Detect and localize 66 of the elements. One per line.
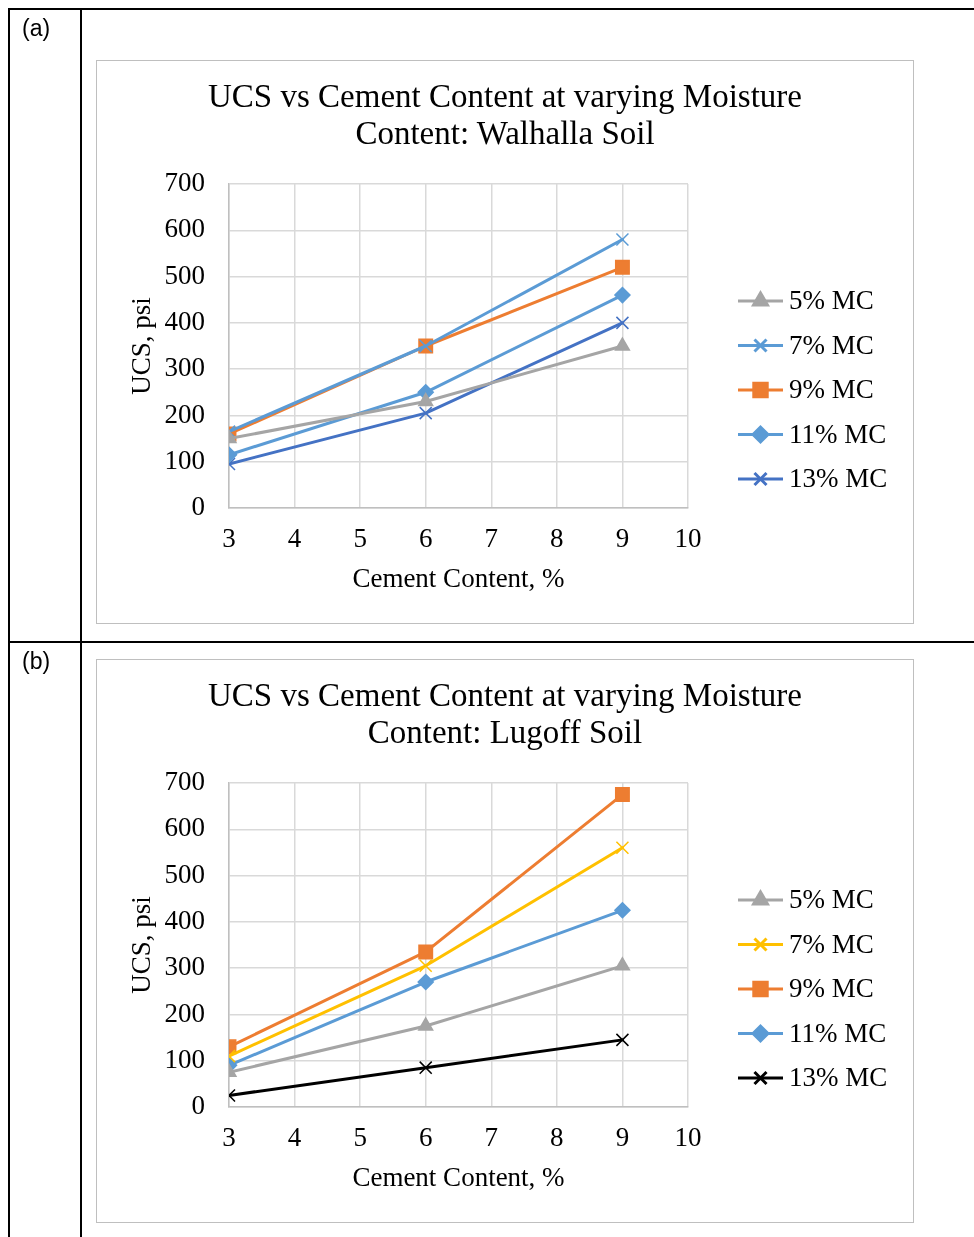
- x-tick-label: 8: [550, 1122, 564, 1153]
- point: [614, 787, 630, 803]
- point: [418, 392, 434, 407]
- legend-label: 9% MC: [789, 374, 874, 405]
- x-tick-label: 3: [222, 523, 236, 554]
- x-tick-label: 10: [674, 523, 702, 554]
- point: [614, 957, 631, 971]
- point: [614, 337, 631, 351]
- legend-label: 7% MC: [789, 329, 874, 360]
- point: [615, 841, 630, 855]
- x-tick-label: 7: [484, 1122, 499, 1153]
- x-tick-label: 9: [615, 1122, 630, 1153]
- y-tick-label: 200: [164, 997, 205, 1028]
- y-tick-label: 0: [191, 491, 205, 522]
- y-tick-label: 500: [164, 858, 205, 889]
- y-tick-label: 600: [164, 812, 205, 843]
- y-axis-title: UCS, psi: [126, 297, 157, 395]
- legend-label: 9% MC: [789, 973, 874, 1004]
- point: [418, 944, 434, 960]
- y-tick-label: 700: [164, 167, 205, 198]
- x-tick-label: 6: [418, 1122, 433, 1153]
- chart-title: UCS vs Cement Content at varying Moisture Content: Lugoff Soil: [208, 676, 802, 750]
- y-tick-label: 100: [164, 444, 205, 475]
- x-tick-label: 3: [222, 1122, 236, 1153]
- x-tick-label: 8: [550, 523, 564, 554]
- point: [418, 1017, 434, 1031]
- x-axis-title: Cement Content, %: [352, 1161, 565, 1192]
- y-tick-label: 400: [164, 904, 205, 935]
- legend-label: 13% MC: [789, 463, 888, 494]
- y-tick-label: 300: [164, 951, 205, 982]
- text: (b): [22, 648, 51, 674]
- point: [614, 259, 630, 275]
- y-tick-label: 700: [164, 766, 205, 797]
- point: [615, 1033, 630, 1047]
- x-tick-label: 5: [353, 1122, 367, 1153]
- y-tick-label: 0: [191, 1090, 205, 1121]
- legend-label: 5% MC: [789, 884, 874, 915]
- x-tick-label: 10: [674, 1122, 702, 1153]
- x-axis-title: Cement Content, %: [352, 562, 565, 593]
- x-tick-label: 4: [287, 1122, 302, 1153]
- point: [418, 406, 433, 420]
- legend-label: 5% MC: [789, 285, 874, 316]
- y-tick-label: 400: [164, 305, 205, 336]
- x-tick-label: 9: [615, 523, 630, 554]
- text: (a): [22, 15, 51, 41]
- x-tick-label: 6: [418, 523, 433, 554]
- y-tick-label: 500: [164, 259, 205, 290]
- x-tick-label: 4: [287, 523, 302, 554]
- legend-label: 7% MC: [789, 928, 874, 959]
- chart-title: UCS vs Cement Content at varying Moisture Content: Walhalla Soil: [208, 77, 802, 151]
- point: [418, 959, 433, 973]
- y-tick-label: 600: [164, 213, 205, 244]
- legend-label: 11% MC: [789, 1017, 887, 1048]
- legend-label: 13% MC: [789, 1062, 888, 1093]
- legend-label: 11% MC: [789, 418, 887, 449]
- y-tick-label: 100: [164, 1043, 205, 1074]
- y-axis-title: UCS, psi: [126, 896, 157, 994]
- point: [418, 1060, 433, 1075]
- y-tick-label: 200: [164, 398, 205, 429]
- point: [417, 973, 434, 991]
- y-tick-label: 300: [164, 352, 205, 383]
- x-tick-label: 5: [353, 523, 367, 554]
- point: [614, 286, 631, 304]
- x-tick-label: 7: [484, 523, 499, 554]
- point: [615, 316, 630, 330]
- point: [614, 902, 631, 919]
